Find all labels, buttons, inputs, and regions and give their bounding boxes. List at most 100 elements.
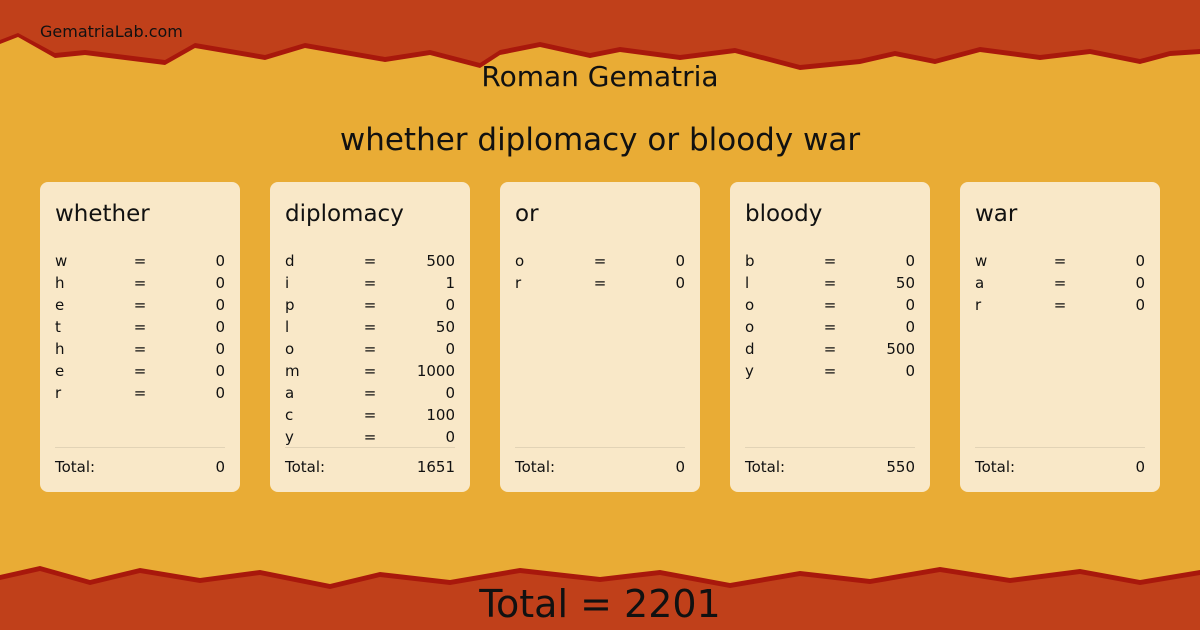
word-card: diplomacy d = 500 i = 1 p = 0 l = 50 o = 0 m = 1000 a = 0 c = 10…	[270, 182, 470, 492]
word-total-row: Total: 0	[515, 447, 685, 476]
letter-value: 0	[905, 318, 916, 336]
letter-row: t = 0	[55, 316, 225, 338]
letter: o	[745, 318, 755, 336]
equals-sign: =	[133, 296, 147, 314]
letter-row: o = 0	[515, 250, 685, 272]
total-label: Total:	[55, 458, 96, 476]
letter: y	[285, 428, 294, 446]
grand-total: Total = 2201	[479, 582, 721, 626]
letter: l	[745, 274, 750, 292]
letter: w	[975, 252, 988, 270]
letter: m	[285, 362, 300, 380]
letter-row: w = 0	[975, 250, 1145, 272]
equals-sign: =	[363, 384, 377, 402]
equals-sign: =	[363, 274, 377, 292]
letter-row: b = 0	[745, 250, 915, 272]
word-heading: war	[975, 201, 1018, 227]
letter: o	[745, 296, 755, 314]
letter-row: a = 0	[975, 272, 1145, 294]
letter-row: c = 100	[285, 404, 455, 426]
letter-value: 0	[445, 384, 456, 402]
letter-value: 0	[905, 296, 916, 314]
letter-row: p = 0	[285, 294, 455, 316]
equals-sign: =	[363, 318, 377, 336]
letter-row: i = 1	[285, 272, 455, 294]
total-label: Total:	[745, 458, 786, 476]
site-logo-link[interactable]: GematriaLab.com	[40, 22, 183, 41]
letter-row: y = 0	[285, 426, 455, 448]
word-card: war w = 0 a = 0 r = 0 Total: 0	[960, 182, 1160, 492]
word-total-row: Total: 550	[745, 447, 915, 476]
letter-row: d = 500	[285, 250, 455, 272]
word-total-value: 1651	[416, 458, 455, 476]
equals-sign: =	[1053, 296, 1067, 314]
equals-sign: =	[823, 274, 837, 292]
letter-value: 0	[445, 340, 456, 358]
letter: h	[55, 274, 65, 292]
letter: a	[285, 384, 295, 402]
equals-sign: =	[823, 362, 837, 380]
letter-value: 0	[215, 274, 226, 292]
letter-row: e = 0	[55, 360, 225, 382]
letter: t	[55, 318, 61, 336]
letter-value: 500	[886, 340, 916, 358]
equals-sign: =	[593, 252, 607, 270]
word-total-value: 550	[886, 458, 915, 476]
letter: r	[975, 296, 982, 314]
letter-value: 0	[675, 274, 686, 292]
equals-sign: =	[363, 406, 377, 424]
equals-sign: =	[363, 340, 377, 358]
total-label: Total:	[515, 458, 556, 476]
equals-sign: =	[363, 252, 377, 270]
letter-row: r = 0	[975, 294, 1145, 316]
word-total-row: Total: 0	[975, 447, 1145, 476]
letter: e	[55, 296, 65, 314]
letter: d	[745, 340, 755, 358]
letter: l	[285, 318, 290, 336]
equals-sign: =	[133, 252, 147, 270]
letter-value: 0	[215, 252, 226, 270]
word-heading: diplomacy	[285, 201, 404, 227]
letter-value: 1	[445, 274, 456, 292]
letter-row: o = 0	[745, 294, 915, 316]
letter: i	[285, 274, 290, 292]
letter-value: 0	[905, 252, 916, 270]
letter-value: 500	[426, 252, 456, 270]
word-cards: whether w = 0 h = 0 e = 0 t = 0 h = 0 e = 0 r = 0 Total: 0 diplo…	[40, 182, 1160, 492]
letter: w	[55, 252, 68, 270]
letter-value: 0	[215, 318, 226, 336]
letter-row: h = 0	[55, 338, 225, 360]
letter: h	[55, 340, 65, 358]
letter-row: m = 1000	[285, 360, 455, 382]
letter-row: r = 0	[55, 382, 225, 404]
equals-sign: =	[593, 274, 607, 292]
equals-sign: =	[823, 296, 837, 314]
letter-value: 50	[895, 274, 916, 292]
letter-value: 0	[215, 340, 226, 358]
page-title: Roman Gematria	[481, 60, 719, 93]
total-label: Total:	[975, 458, 1016, 476]
word-card: or o = 0 r = 0 Total: 0	[500, 182, 700, 492]
letter: o	[515, 252, 525, 270]
word-total-value: 0	[1135, 458, 1145, 476]
word-total-value: 0	[675, 458, 685, 476]
letter: c	[285, 406, 294, 424]
letter-row: l = 50	[745, 272, 915, 294]
letter: e	[55, 362, 65, 380]
equals-sign: =	[363, 296, 377, 314]
equals-sign: =	[363, 428, 377, 446]
equals-sign: =	[133, 384, 147, 402]
equals-sign: =	[1053, 252, 1067, 270]
letter-value: 0	[1135, 296, 1146, 314]
letter-value: 0	[1135, 252, 1146, 270]
letter-row: o = 0	[745, 316, 915, 338]
letter: p	[285, 296, 295, 314]
letter-row: w = 0	[55, 250, 225, 272]
total-label: Total:	[285, 458, 326, 476]
phrase-heading: whether diplomacy or bloody war	[339, 122, 861, 158]
letter-value: 50	[435, 318, 456, 336]
letter-row: e = 0	[55, 294, 225, 316]
word-heading: whether	[55, 201, 150, 227]
letter-value: 0	[215, 296, 226, 314]
